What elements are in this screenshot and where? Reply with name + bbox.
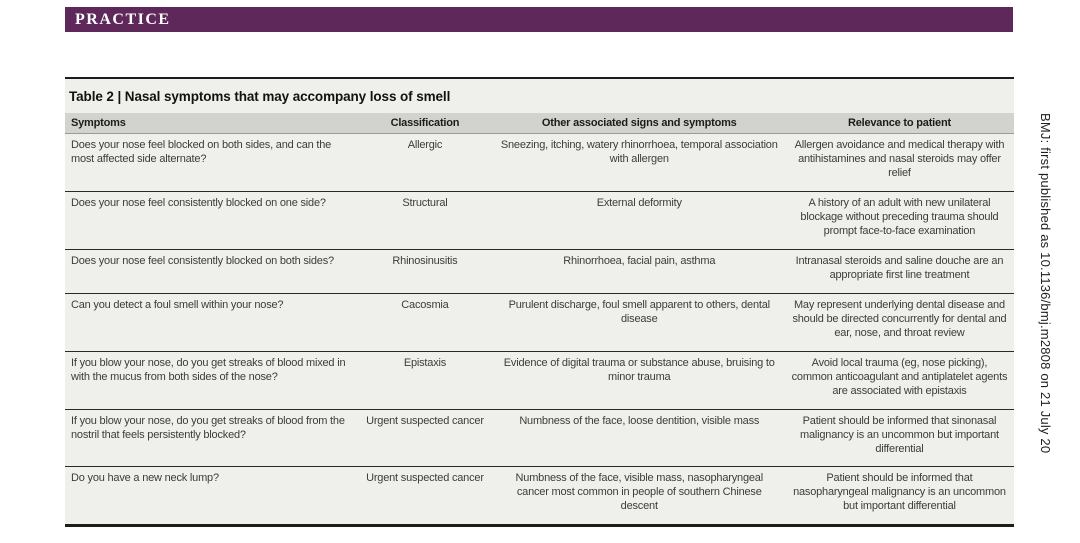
- cell-relevance: Patient should be informed that sinonasa…: [800, 414, 999, 455]
- cell-symptoms: If you blow your nose, do you get streak…: [71, 356, 346, 383]
- table-title: Table 2 | Nasal symptoms that may accomp…: [69, 89, 451, 104]
- cell-classification: Urgent suspected cancer: [366, 472, 484, 485]
- table-row: Do you have a new neck lump? Urgent suspe…: [65, 466, 1014, 524]
- cell-other: Numbness of the face, visible mass, naso…: [515, 472, 764, 513]
- table-row: Does your nose feel consistently blocked…: [65, 248, 1014, 293]
- cell-other: External deformity: [596, 196, 682, 209]
- table-row: Does your nose feel consistently blocked…: [65, 190, 1014, 249]
- cell-other: Sneezing, itching, watery rhinorrhoea, t…: [500, 139, 778, 165]
- cell-relevance: Avoid local trauma (eg, nose picking), c…: [791, 356, 1008, 397]
- cell-symptoms: Does your nose feel consistently blocked…: [71, 196, 326, 209]
- column-header-symptoms: Symptoms: [71, 117, 126, 129]
- cell-relevance: May represent underlying dental disease …: [792, 298, 1007, 339]
- section-banner-label: PRACTICE: [75, 11, 171, 28]
- cell-other: Rhinorrhoea, facial pain, asthma: [563, 254, 716, 267]
- journal-imprint-vertical-text: BMJ: first published as 10.1136/bmj.m280…: [1038, 113, 1053, 454]
- cell-relevance: Patient should be informed that nasophar…: [793, 472, 1006, 513]
- table-row: Can you detect a foul smell within your …: [65, 292, 1014, 351]
- cell-symptoms: Can you detect a foul smell within your …: [71, 298, 284, 311]
- cell-classification: Cacosmia: [401, 298, 449, 311]
- cell-other: Purulent discharge, foul smell apparent …: [508, 298, 771, 325]
- cell-classification: Epistaxis: [403, 356, 447, 369]
- cell-classification: Urgent suspected cancer: [366, 414, 484, 427]
- cell-relevance: Allergen avoidance and medical therapy w…: [794, 139, 1005, 179]
- cell-relevance: Intranasal steroids and saline douche ar…: [795, 254, 1004, 281]
- cell-symptoms: Does your nose feel consistently blocked…: [71, 254, 334, 267]
- table-body: Does your nose feel blocked on both side…: [65, 133, 1014, 524]
- table-2: Table 2 | Nasal symptoms that may accomp…: [65, 77, 1014, 528]
- cell-other: Numbness of the face, loose dentition, v…: [519, 414, 760, 427]
- cell-classification: Allergic: [407, 139, 443, 151]
- table-header-row: Symptoms Classification Other associated…: [65, 113, 1014, 133]
- column-header-relevance: Relevance to patient: [847, 117, 951, 129]
- cell-other: Evidence of digital trauma or substance …: [503, 356, 775, 383]
- table-row: If you blow your nose, do you get streak…: [65, 408, 1014, 467]
- cell-relevance: A history of an adult with new unilatera…: [800, 196, 999, 237]
- table-row: If you blow your nose, do you get streak…: [65, 350, 1014, 409]
- column-header-other-signs: Other associated signs and symptoms: [541, 117, 737, 129]
- cell-symptoms: Does your nose feel blocked on both side…: [71, 139, 332, 165]
- column-header-classification: Classification: [390, 117, 460, 129]
- cell-classification: Structural: [402, 196, 448, 209]
- table-row: Does your nose feel blocked on both side…: [65, 133, 1014, 191]
- section-banner: PRACTICE: [65, 7, 1013, 32]
- cell-classification: Rhinosinusitis: [392, 254, 458, 267]
- cell-symptoms: If you blow your nose, do you get streak…: [71, 414, 345, 441]
- cell-symptoms: Do you have a new neck lump?: [71, 472, 219, 485]
